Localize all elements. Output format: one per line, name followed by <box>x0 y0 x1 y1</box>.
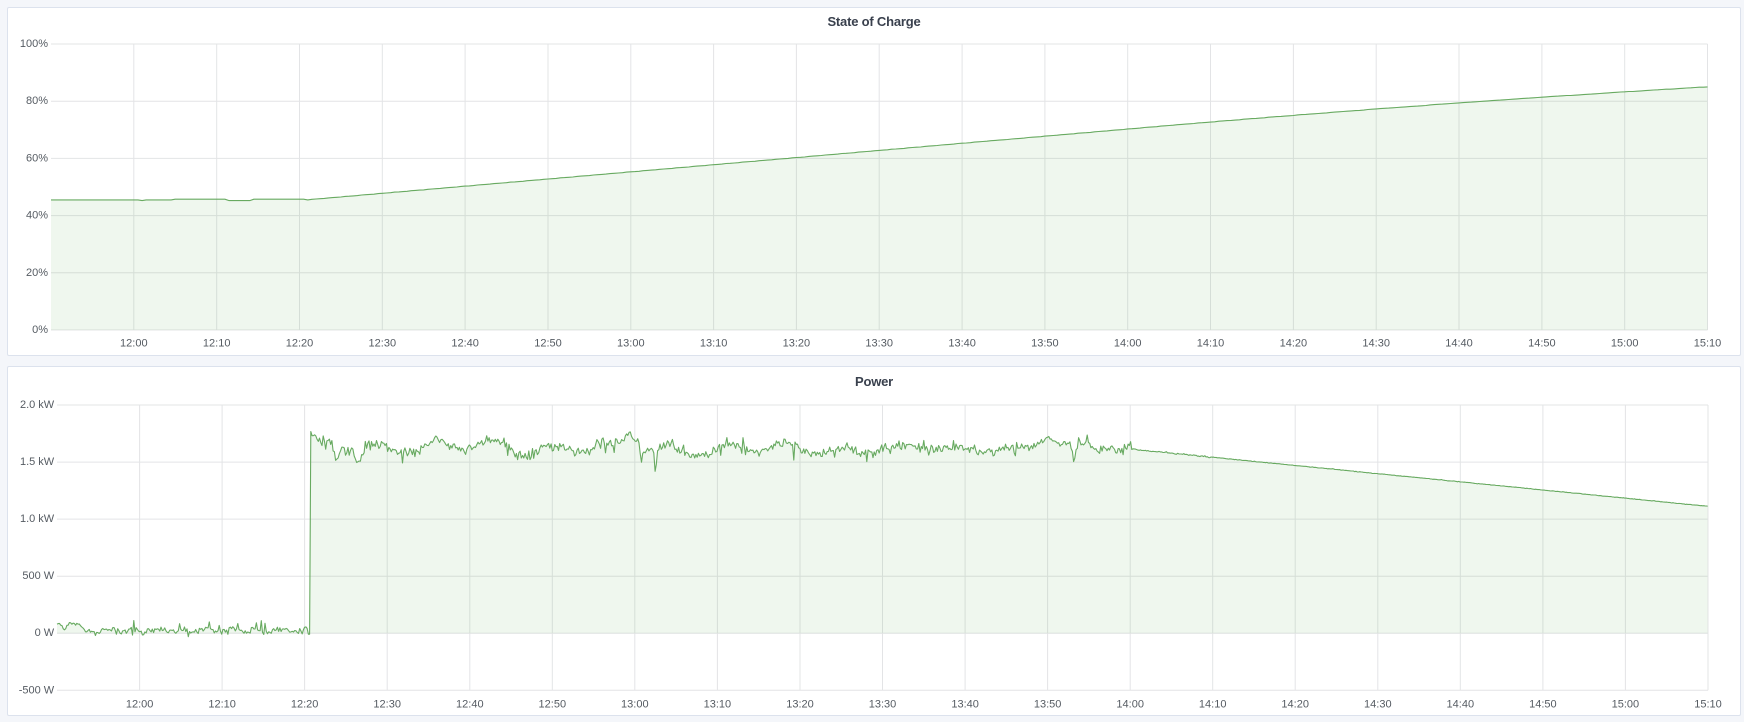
svg-text:0 W: 0 W <box>35 627 55 639</box>
svg-text:13:10: 13:10 <box>700 338 728 350</box>
svg-text:13:10: 13:10 <box>704 699 732 711</box>
svg-text:14:20: 14:20 <box>1280 338 1308 350</box>
svg-text:14:50: 14:50 <box>1529 699 1557 711</box>
svg-text:13:20: 13:20 <box>786 699 814 711</box>
svg-text:14:40: 14:40 <box>1447 699 1475 711</box>
svg-text:13:00: 13:00 <box>621 699 649 711</box>
svg-text:14:30: 14:30 <box>1362 338 1390 350</box>
svg-text:13:30: 13:30 <box>869 699 897 711</box>
svg-text:13:00: 13:00 <box>617 338 645 350</box>
svg-text:1.0 kW: 1.0 kW <box>20 513 55 525</box>
svg-text:12:20: 12:20 <box>286 338 314 350</box>
svg-text:20%: 20% <box>26 267 48 279</box>
svg-text:13:50: 13:50 <box>1031 338 1059 350</box>
svg-text:40%: 40% <box>26 210 48 222</box>
svg-text:2.0 kW: 2.0 kW <box>20 399 55 411</box>
svg-text:12:00: 12:00 <box>126 699 154 711</box>
svg-text:12:40: 12:40 <box>456 699 484 711</box>
svg-text:14:00: 14:00 <box>1116 699 1144 711</box>
svg-text:14:20: 14:20 <box>1281 699 1309 711</box>
svg-text:14:10: 14:10 <box>1199 699 1227 711</box>
svg-text:14:40: 14:40 <box>1445 338 1473 350</box>
svg-text:12:50: 12:50 <box>539 699 567 711</box>
svg-text:-500 W: -500 W <box>19 684 55 696</box>
svg-text:1.5 kW: 1.5 kW <box>20 456 55 468</box>
svg-text:13:20: 13:20 <box>783 338 811 350</box>
svg-text:12:30: 12:30 <box>369 338 397 350</box>
svg-text:12:30: 12:30 <box>373 699 401 711</box>
svg-text:13:40: 13:40 <box>951 699 979 711</box>
svg-text:13:50: 13:50 <box>1034 699 1062 711</box>
svg-text:500 W: 500 W <box>22 570 54 582</box>
svg-text:12:00: 12:00 <box>120 338 148 350</box>
svg-text:15:00: 15:00 <box>1612 699 1640 711</box>
svg-text:14:50: 14:50 <box>1528 338 1556 350</box>
svg-text:0%: 0% <box>32 324 48 336</box>
svg-text:15:00: 15:00 <box>1611 338 1639 350</box>
svg-text:12:40: 12:40 <box>451 338 479 350</box>
svg-text:60%: 60% <box>26 152 48 164</box>
svg-text:12:50: 12:50 <box>534 338 562 350</box>
svg-text:15:10: 15:10 <box>1694 338 1722 350</box>
svg-text:80%: 80% <box>26 95 48 107</box>
svg-text:100%: 100% <box>20 38 48 50</box>
svg-text:12:20: 12:20 <box>291 699 319 711</box>
svg-text:15:10: 15:10 <box>1694 699 1722 711</box>
svg-text:14:10: 14:10 <box>1197 338 1225 350</box>
svg-text:12:10: 12:10 <box>203 338 231 350</box>
svg-text:13:30: 13:30 <box>865 338 893 350</box>
svg-text:12:10: 12:10 <box>208 699 236 711</box>
svg-text:13:40: 13:40 <box>948 338 976 350</box>
svg-text:14:30: 14:30 <box>1364 699 1392 711</box>
svg-text:14:00: 14:00 <box>1114 338 1142 350</box>
